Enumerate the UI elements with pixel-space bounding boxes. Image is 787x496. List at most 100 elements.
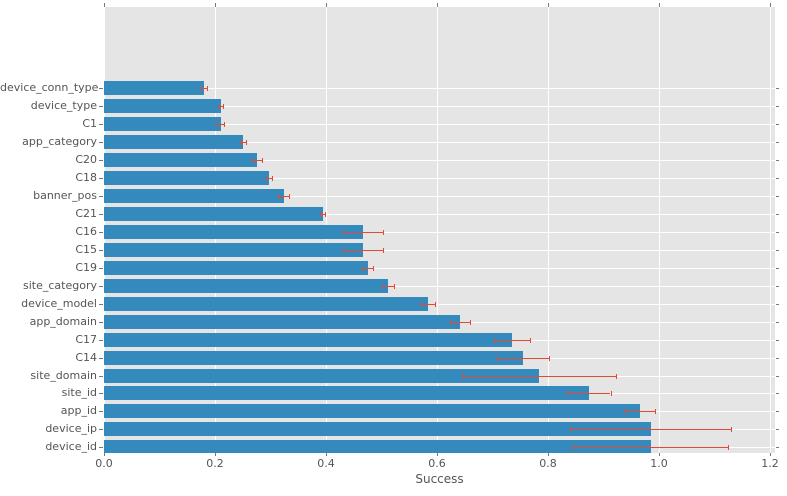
bar-site_category xyxy=(104,279,388,293)
error-cap-low-C21 xyxy=(320,212,321,217)
y-tick-label-C21: C21 xyxy=(75,207,97,220)
y-tick-right xyxy=(776,106,779,107)
y-tick-label-banner_pos: banner_pos xyxy=(33,189,97,202)
error-cap-high-device_ip xyxy=(731,427,732,432)
error-cap-high-C19 xyxy=(373,266,374,271)
y-gridline xyxy=(104,142,775,143)
y-tick-right xyxy=(776,142,779,143)
y-tick-right xyxy=(776,322,779,323)
y-tick-label-C20: C20 xyxy=(75,153,97,166)
error-bar-device_model xyxy=(421,304,435,305)
y-tick-label-device_ip: device_ip xyxy=(45,422,97,435)
y-gridline xyxy=(104,106,775,107)
x-tick-bottom xyxy=(659,453,660,456)
y-tick-label-app_category: app_category xyxy=(22,135,97,148)
x-tick-top xyxy=(770,3,771,7)
y-tick-label-app_id: app_id xyxy=(60,404,97,417)
error-bar-device_conn_type xyxy=(201,88,207,89)
y-tick-left xyxy=(99,393,103,394)
y-tick-left xyxy=(99,196,103,197)
error-bar-site_category xyxy=(383,286,394,287)
x-tick-top xyxy=(104,3,105,7)
error-cap-high-C15 xyxy=(383,248,384,253)
error-cap-low-device_type xyxy=(218,104,219,109)
y-tick-left xyxy=(99,142,103,143)
x-tick-top xyxy=(548,3,549,7)
y-tick-label-site_category: site_category xyxy=(23,279,97,292)
error-cap-high-C20 xyxy=(262,158,263,163)
y-tick-label-C18: C18 xyxy=(75,171,97,184)
bar-C15 xyxy=(104,243,363,257)
x-tick-label: 0.8 xyxy=(539,457,557,470)
bar-device_model xyxy=(104,297,428,311)
y-tick-label-device_type: device_type xyxy=(30,99,97,112)
bar-app_category xyxy=(104,135,243,149)
y-tick-right xyxy=(776,393,779,394)
error-cap-high-device_model xyxy=(435,302,436,307)
error-bar-C1 xyxy=(217,124,224,125)
error-cap-high-site_id xyxy=(611,391,612,396)
error-cap-low-C17 xyxy=(494,338,495,343)
y-tick-right xyxy=(776,214,779,215)
y-tick-label-C14: C14 xyxy=(75,351,97,364)
bar-C18 xyxy=(104,171,269,185)
error-bar-site_domain xyxy=(462,376,616,377)
y-gridline xyxy=(104,178,775,179)
x-tick-label: 0.6 xyxy=(428,457,446,470)
error-cap-high-device_id xyxy=(728,445,729,450)
x-tick-top xyxy=(326,3,327,7)
y-tick-label-app_domain: app_domain xyxy=(29,315,97,328)
y-tick-label-site_domain: site_domain xyxy=(30,369,97,382)
y-gridline xyxy=(104,232,775,233)
error-bar-app_id xyxy=(624,411,655,412)
bar-C19 xyxy=(104,261,368,275)
y-tick-left xyxy=(99,304,103,305)
error-bar-C19 xyxy=(362,268,373,269)
error-cap-low-banner_pos xyxy=(278,194,279,199)
error-cap-low-C14 xyxy=(497,356,498,361)
error-bar-device_type xyxy=(218,106,224,107)
error-bar-site_id xyxy=(567,393,610,394)
error-bar-device_id xyxy=(573,447,728,448)
y-gridline xyxy=(104,214,775,215)
y-tick-right xyxy=(776,358,779,359)
x-tick-bottom xyxy=(326,453,327,456)
error-bar-C14 xyxy=(497,358,549,359)
bar-device_ip xyxy=(104,422,651,436)
y-tick-right xyxy=(776,178,779,179)
error-cap-low-app_domain xyxy=(450,320,451,325)
y-tick-right xyxy=(776,88,779,89)
y-tick-label-device_id: device_id xyxy=(45,440,97,453)
y-tick-left xyxy=(99,160,103,161)
error-cap-high-site_category xyxy=(394,284,395,289)
y-tick-left xyxy=(99,322,103,323)
y-tick-right xyxy=(776,160,779,161)
y-tick-right xyxy=(776,250,779,251)
y-tick-right xyxy=(776,196,779,197)
y-gridline xyxy=(104,268,775,269)
y-tick-label-device_model: device_model xyxy=(21,297,97,310)
bar-banner_pos xyxy=(104,189,284,203)
error-bar-C18 xyxy=(266,178,272,179)
error-cap-high-C17 xyxy=(530,338,531,343)
y-tick-label-C1: C1 xyxy=(82,117,97,130)
error-bar-C17 xyxy=(494,340,531,341)
x-axis-label: Success xyxy=(415,472,464,486)
bar-C20 xyxy=(104,153,257,167)
bar-app_domain xyxy=(104,315,460,329)
y-tick-label-C16: C16 xyxy=(75,225,97,238)
error-cap-high-C16 xyxy=(383,230,384,235)
y-gridline xyxy=(104,88,775,89)
y-tick-right xyxy=(776,411,779,412)
bar-device_conn_type xyxy=(104,81,204,95)
error-bar-app_category xyxy=(240,142,246,143)
error-bar-C20 xyxy=(252,160,262,161)
x-gridline xyxy=(659,7,660,453)
x-tick-bottom xyxy=(437,453,438,456)
x-tick-top xyxy=(437,3,438,7)
error-cap-high-C18 xyxy=(272,176,273,181)
error-bar-C15 xyxy=(343,250,383,251)
y-tick-left xyxy=(99,376,103,377)
error-cap-high-device_conn_type xyxy=(207,86,208,91)
x-tick-label: 0.0 xyxy=(95,457,113,470)
